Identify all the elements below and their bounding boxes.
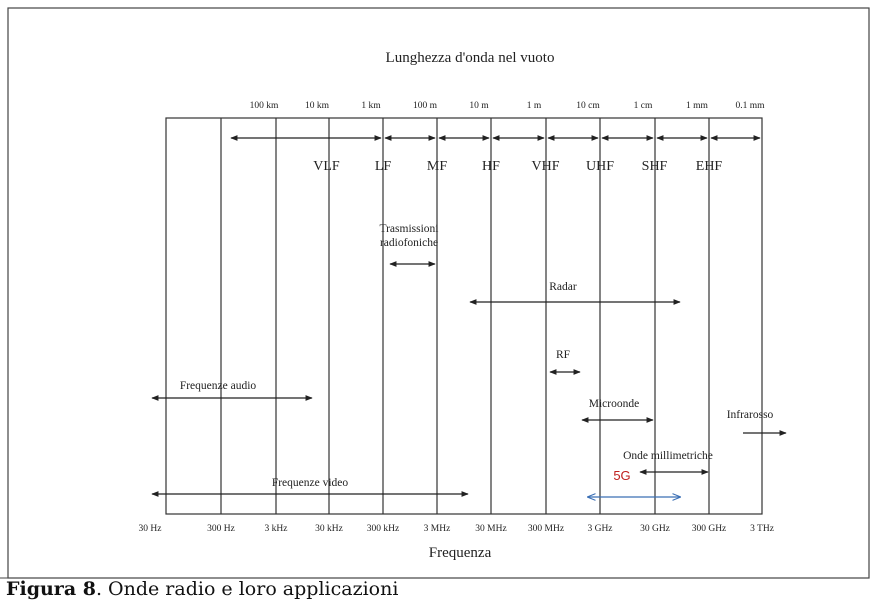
band-label: MF <box>427 159 447 174</box>
caption-text: . Onde radio e loro applicazioni <box>95 578 399 600</box>
frequency-label: 30 kHz <box>315 524 343 534</box>
wavelength-label: 10 m <box>469 101 489 111</box>
frequency-label: 3 kHz <box>265 524 288 534</box>
application-label: Onde millimetriche <box>623 450 713 462</box>
band-label: SHF <box>642 159 668 174</box>
wavelength-label: 1 m <box>527 101 542 111</box>
frequency-label: 30 MHz <box>475 524 506 534</box>
caption: Figura 8. Onde radio e loro applicazioni <box>6 578 398 600</box>
band-label: EHF <box>696 159 723 174</box>
frequency-label: 300 Hz <box>207 524 235 534</box>
frequency-label: 3 GHz <box>587 524 612 534</box>
wavelength-label: 10 cm <box>576 101 600 111</box>
application-label: Infrarosso <box>727 409 774 421</box>
x-axis-label: Frequenza <box>429 545 492 561</box>
wavelength-label: 1 mm <box>686 101 709 111</box>
application-label: Trasmissioni <box>379 223 438 235</box>
application-label: 5G <box>613 468 630 483</box>
band-label: HF <box>482 159 500 174</box>
application-label: radiofoniche <box>380 237 438 249</box>
frame <box>7 7 870 579</box>
frequency-label: 300 kHz <box>367 524 399 534</box>
wavelength-label: 0.1 mm <box>735 101 765 111</box>
title: Lunghezza d'onda nel vuoto <box>386 50 555 66</box>
wavelength-label: 100 m <box>413 101 438 111</box>
band-label: VHF <box>531 159 559 174</box>
band-label: LF <box>375 159 392 174</box>
frequency-label: 300 GHz <box>692 524 727 534</box>
application-label: Frequenze video <box>272 477 349 489</box>
frequency-label: 300 MHz <box>528 524 564 534</box>
application-label: Frequenze audio <box>180 380 257 392</box>
wavelength-label: 10 km <box>305 101 330 111</box>
chart-box <box>165 117 763 515</box>
application-label: Radar <box>549 281 577 293</box>
caption-number: Figura 8 <box>6 578 96 600</box>
band-label: VLF <box>313 159 340 174</box>
application-label: Microonde <box>589 398 639 410</box>
wavelength-label: 1 km <box>361 101 381 111</box>
wavelength-label: 1 cm <box>634 101 653 111</box>
wavelength-label: 100 km <box>250 101 279 111</box>
frequency-label: 3 MHz <box>424 524 451 534</box>
band-label: UHF <box>586 159 614 174</box>
frequency-label: 3 THz <box>750 524 774 534</box>
frequency-label: 30 GHz <box>640 524 670 534</box>
application-label: RF <box>556 349 570 361</box>
frequency-label: 30 Hz <box>139 524 162 534</box>
